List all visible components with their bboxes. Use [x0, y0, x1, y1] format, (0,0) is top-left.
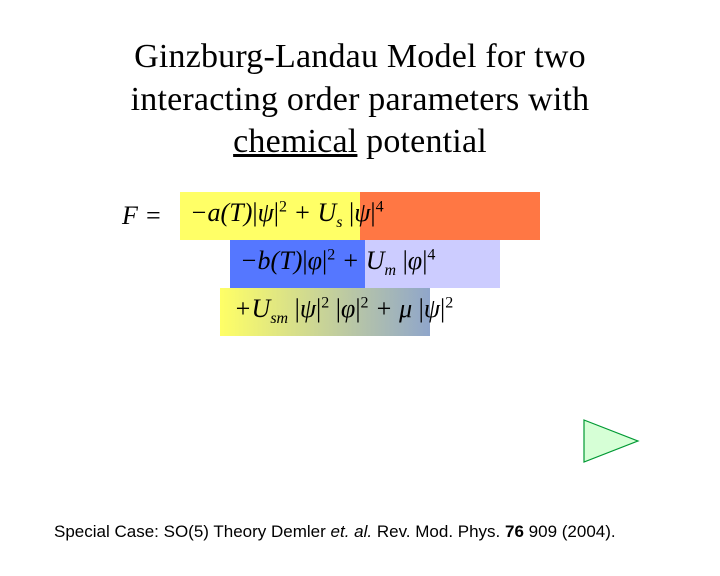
title-underlined-word: chemical: [233, 123, 357, 160]
equation-row-3-formula: +Usm |ψ|2 |φ|2 + μ |ψ|2: [230, 294, 453, 328]
equation-lhs: F =: [122, 201, 162, 231]
footer-prefix: Special Case: SO(5) Theory Demler: [54, 522, 331, 541]
play-icon: [580, 416, 642, 466]
footer-suffix: Rev. Mod. Phys.: [372, 522, 505, 541]
equation-row-1: F = −a(T)|ψ|2 + Us |ψ|4: [180, 192, 540, 240]
slide-title: Ginzburg-Landau Model for two interactin…: [0, 36, 720, 164]
footer-citation: Special Case: SO(5) Theory Demler et. al…: [54, 522, 616, 542]
equation-block: F = −a(T)|ψ|2 + Us |ψ|4 −b(T)|φ|2 + Um |…: [180, 192, 540, 336]
footer-etal: et. al.: [331, 522, 373, 541]
footer-vol: 76: [505, 522, 524, 541]
title-line-1: Ginzburg-Landau Model for two: [134, 38, 586, 75]
equation-row-2: −b(T)|φ|2 + Um |φ|4: [230, 240, 500, 288]
footer-rest: 909 (2004).: [524, 522, 616, 541]
play-button[interactable]: [580, 416, 642, 466]
title-word-after: potential: [357, 123, 486, 160]
equation-row-3: +Usm |ψ|2 |φ|2 + μ |ψ|2: [220, 288, 540, 336]
equation-row-1-formula: −a(T)|ψ|2 + Us |ψ|4: [190, 198, 384, 232]
equation-row-2-formula: −b(T)|φ|2 + Um |φ|4: [240, 246, 435, 280]
title-line-2: interacting order parameters with: [131, 81, 590, 118]
